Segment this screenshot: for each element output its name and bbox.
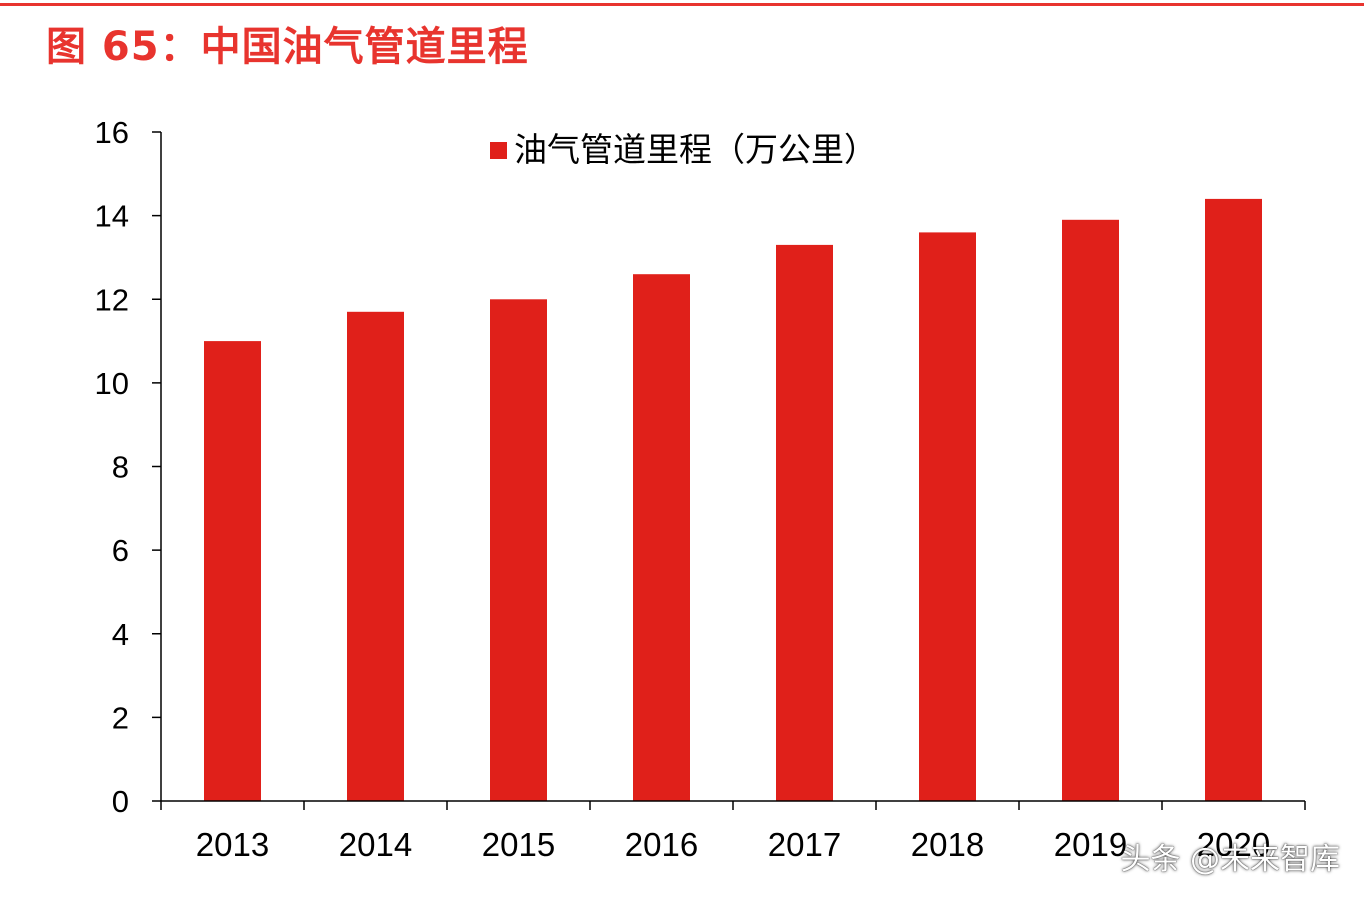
x-tick-label-2017: 2017 <box>768 826 841 863</box>
y-tick-label-10: 10 <box>95 366 129 401</box>
y-tick-label-2: 2 <box>112 700 129 735</box>
figure-title: 图 65：中国油气管道里程 <box>46 24 529 70</box>
y-tick-label-12: 12 <box>95 282 129 317</box>
y-tick-label-6: 6 <box>112 533 129 568</box>
x-tick-label-2019: 2019 <box>1054 826 1127 863</box>
legend: 油气管道里程（万公里） <box>490 131 877 168</box>
y-tick-label-8: 8 <box>112 450 129 485</box>
bar-2018 <box>919 232 976 801</box>
y-tick-label-16: 16 <box>95 115 129 150</box>
bar-2019 <box>1062 219 1119 802</box>
bar-2013 <box>204 341 261 801</box>
x-tick-label-2015: 2015 <box>482 826 555 863</box>
bars-group <box>204 198 1262 802</box>
bar-2020 <box>1205 198 1262 801</box>
y-tick-label-4: 4 <box>112 617 129 652</box>
bar-2014 <box>347 311 404 801</box>
legend-swatch <box>490 142 507 159</box>
bar-2017 <box>776 244 833 801</box>
x-tick-label-2013: 2013 <box>196 826 269 863</box>
bar-2016 <box>633 274 690 801</box>
watermark: 头条 @未来智库 <box>1120 842 1340 877</box>
x-tick-labels: 2013 2014 2015 2016 2017 2018 2019 2020 <box>196 826 1270 863</box>
axes-group <box>152 131 1306 810</box>
bar-2015 <box>490 299 547 802</box>
legend-label: 油气管道里程（万公里） <box>514 131 877 168</box>
y-tick-labels: 0 2 4 6 8 10 12 14 16 <box>95 115 129 819</box>
x-tick-label-2014: 2014 <box>339 826 412 863</box>
top-rule <box>0 3 1364 6</box>
x-tick-label-2020: 2020 <box>1197 826 1270 863</box>
y-tick-label-0: 0 <box>112 784 129 819</box>
x-tick-label-2018: 2018 <box>911 826 984 863</box>
x-tick-label-2016: 2016 <box>625 826 698 863</box>
y-tick-label-14: 14 <box>95 199 129 234</box>
